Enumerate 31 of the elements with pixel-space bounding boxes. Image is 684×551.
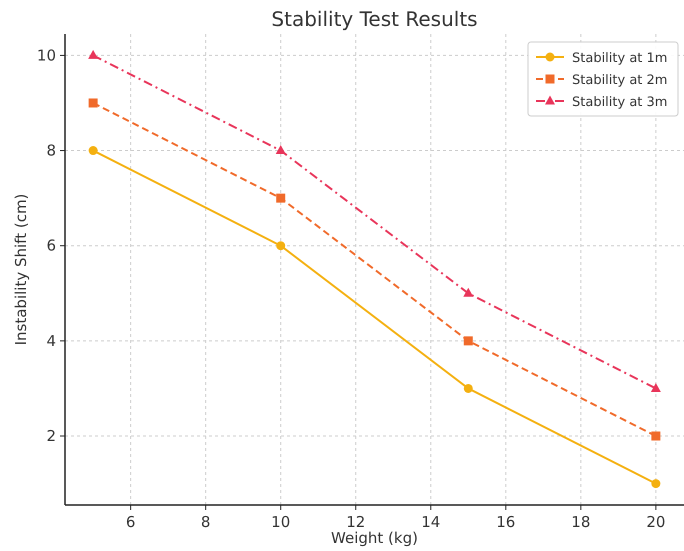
chart-title: Stability Test Results	[271, 7, 478, 31]
x-tick-label: 8	[200, 513, 210, 531]
y-tick-label: 6	[46, 236, 56, 255]
legend-label: Stability at 3m	[572, 95, 668, 110]
x-tick-label: 14	[421, 513, 440, 531]
point	[276, 241, 286, 250]
y-tick-label: 8	[46, 142, 56, 160]
point	[276, 145, 286, 154]
point	[651, 432, 660, 441]
y-tick-label: 4	[46, 332, 56, 350]
x-tick-label: 6	[126, 513, 136, 531]
point	[650, 382, 661, 392]
y-tick-label: 10	[36, 46, 56, 64]
x-tick-label: 12	[346, 513, 366, 531]
y-axis-title: Instability Shift (cm)	[12, 194, 30, 346]
x-axis-title: Weight (kg)	[331, 529, 418, 547]
point	[464, 336, 473, 346]
legend-label: Stability at 1m	[572, 51, 668, 66]
x-tick-label: 18	[571, 513, 590, 531]
point	[88, 50, 98, 59]
point	[463, 288, 474, 297]
x-tick-label: 20	[646, 513, 666, 531]
x-tick-label: 16	[496, 513, 516, 531]
point	[88, 98, 98, 108]
point	[464, 384, 473, 393]
point	[88, 146, 98, 156]
legend-label: Stability at 2m	[572, 73, 668, 88]
y-tick-label: 2	[46, 427, 56, 446]
x-tick-label: 10	[271, 513, 290, 531]
point	[651, 479, 660, 488]
point	[276, 194, 286, 203]
